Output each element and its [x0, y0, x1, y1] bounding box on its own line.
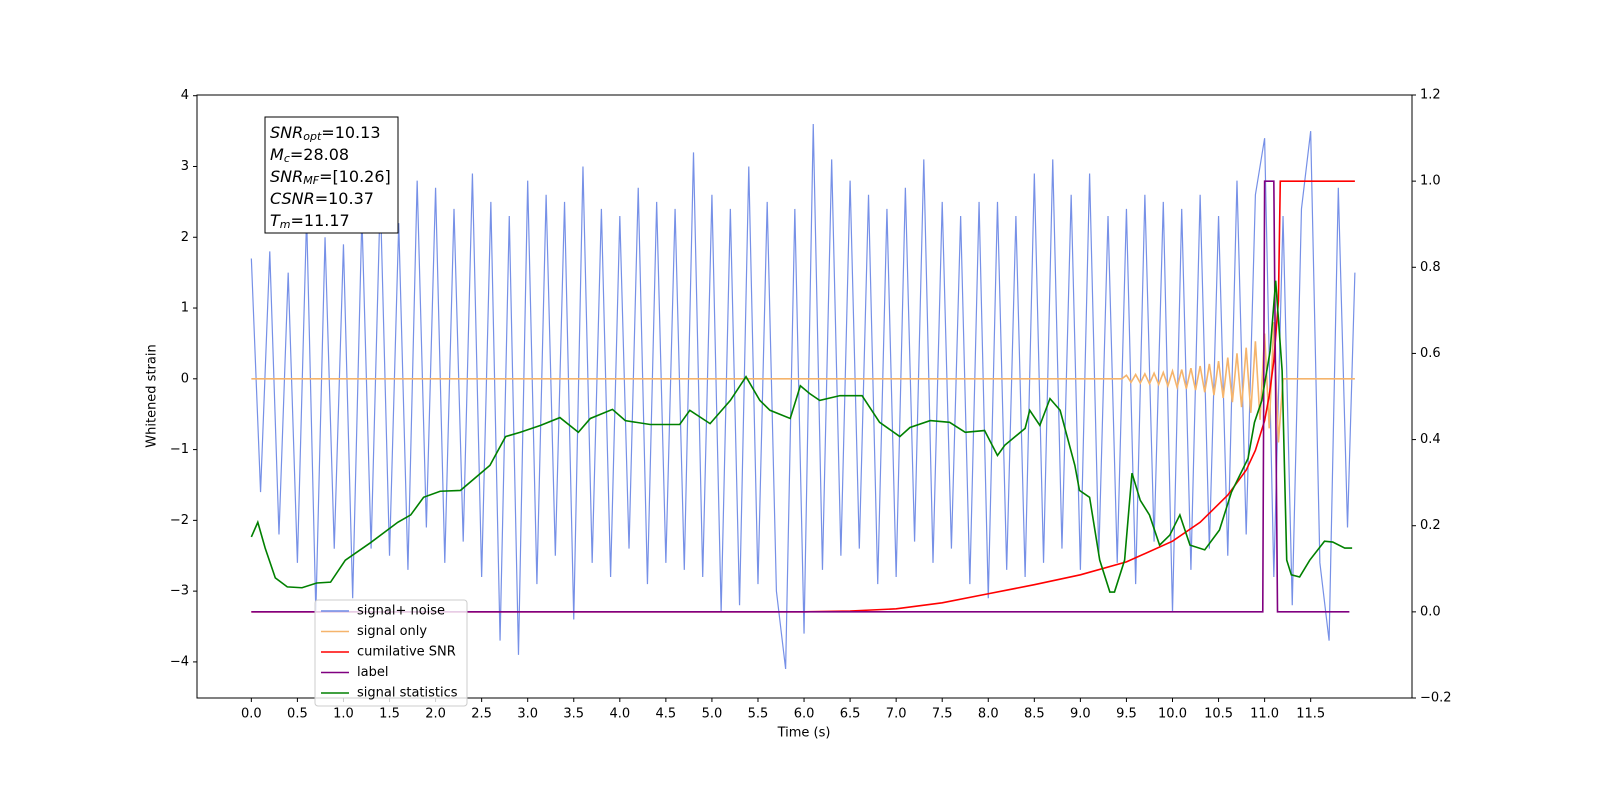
x-tick-label: 7.0: [886, 707, 907, 722]
series-line: [251, 180, 1350, 613]
x-tick-label: 5.0: [702, 707, 723, 722]
annotation-symbol: CSNR: [270, 189, 315, 208]
x-tick-label: 10.5: [1204, 707, 1233, 722]
annotation-subscript: c: [284, 152, 290, 165]
annotation-symbol: M: [270, 145, 284, 164]
y2-tick-label: −0.2: [1420, 691, 1452, 706]
x-tick-label: 10.0: [1158, 707, 1187, 722]
x-tick-label: 11.5: [1296, 707, 1325, 722]
legend-label: signal+ noise: [357, 604, 445, 619]
y-tick-label: −3: [170, 584, 189, 599]
x-tick-label: 4.5: [656, 707, 677, 722]
x-tick-label: 4.0: [609, 707, 630, 722]
y2-tick-label: 1.2: [1420, 88, 1441, 103]
y-tick-label: −4: [170, 654, 189, 669]
annotation-value: =[10.26]: [319, 167, 391, 186]
y2-tick-label: 0.0: [1420, 604, 1441, 619]
x-tick-label: 11.0: [1250, 707, 1279, 722]
annotation-line: CSNR=10.37: [270, 189, 374, 208]
annotation-value: =10.37: [315, 189, 374, 208]
x-tick-label: 5.5: [748, 707, 769, 722]
y-tick-label: 0: [181, 371, 189, 386]
y-tick-label: 1: [181, 301, 189, 316]
x-tick-label: 3.5: [563, 707, 584, 722]
annotation-line: SNRMF=[10.26]: [270, 167, 391, 188]
annotation-box: SNRopt=10.13Mc=28.08SNRMF=[10.26]CSNR=10…: [264, 116, 399, 234]
x-tick-label: 9.5: [1116, 707, 1137, 722]
y2-tick-label: 0.4: [1420, 432, 1441, 447]
annotation-symbol: T: [270, 211, 281, 230]
x-tick-label: 1.0: [333, 707, 354, 722]
x-tick-label: 7.5: [932, 707, 953, 722]
y-tick-label: 2: [181, 230, 189, 245]
x-tick-label: 2.0: [425, 707, 446, 722]
annotation-subscript: m: [280, 218, 291, 231]
x-tick-label: 8.5: [1024, 707, 1045, 722]
y2-tick-label: 0.8: [1420, 260, 1441, 275]
x-tick-label: 6.0: [794, 707, 815, 722]
x-tick-label: 8.0: [978, 707, 999, 722]
y-tick-label: 3: [181, 159, 189, 174]
y-tick-label: −1: [170, 442, 189, 457]
x-tick-label: 1.5: [379, 707, 400, 722]
legend-label: signal statistics: [357, 686, 458, 701]
y-tick-label: 4: [181, 88, 189, 103]
x-tick-label: 3.0: [517, 707, 538, 722]
annotation-value: =28.08: [290, 145, 349, 164]
y2-tick-label: 0.2: [1420, 518, 1441, 533]
x-tick-label: 0.0: [241, 707, 262, 722]
y-axis-label: Whitened strain: [145, 344, 160, 447]
x-tick-label: 9.0: [1070, 707, 1091, 722]
x-axis-label: Time (s): [777, 726, 831, 741]
x-tick-label: 6.5: [840, 707, 861, 722]
annotation-line: Mc=28.08: [270, 145, 349, 166]
legend-frame: [314, 599, 468, 707]
legend: signal+ noise signal only cumilative SNR la…: [314, 599, 468, 707]
series-line: [251, 322, 1355, 443]
y-tick-label: −2: [170, 513, 189, 528]
annotation-subscript: opt: [303, 130, 322, 143]
series-line: [250, 124, 1356, 670]
y2-tick-label: 1.0: [1420, 174, 1441, 189]
annotation-frame: [264, 116, 399, 234]
series-line: [250, 280, 1353, 593]
annotation-symbol: SNR: [270, 167, 303, 186]
annotation-value: =11.17: [291, 211, 350, 230]
y2-tick-label: 0.6: [1420, 346, 1441, 361]
annotation-line: SNRopt=10.13: [270, 123, 381, 144]
legend-label: signal only: [357, 624, 427, 639]
x-tick-label: 2.5: [471, 707, 492, 722]
x-tick-label: 0.5: [287, 707, 308, 722]
annotation-symbol: SNR: [270, 123, 303, 142]
annotation-subscript: MF: [303, 174, 319, 187]
annotation-value: =10.13: [321, 123, 380, 142]
annotation-line: Tm=11.17: [270, 211, 350, 232]
legend-label: cumilative SNR: [357, 645, 456, 660]
legend-label: label: [357, 665, 388, 680]
series-line: [251, 180, 1355, 613]
